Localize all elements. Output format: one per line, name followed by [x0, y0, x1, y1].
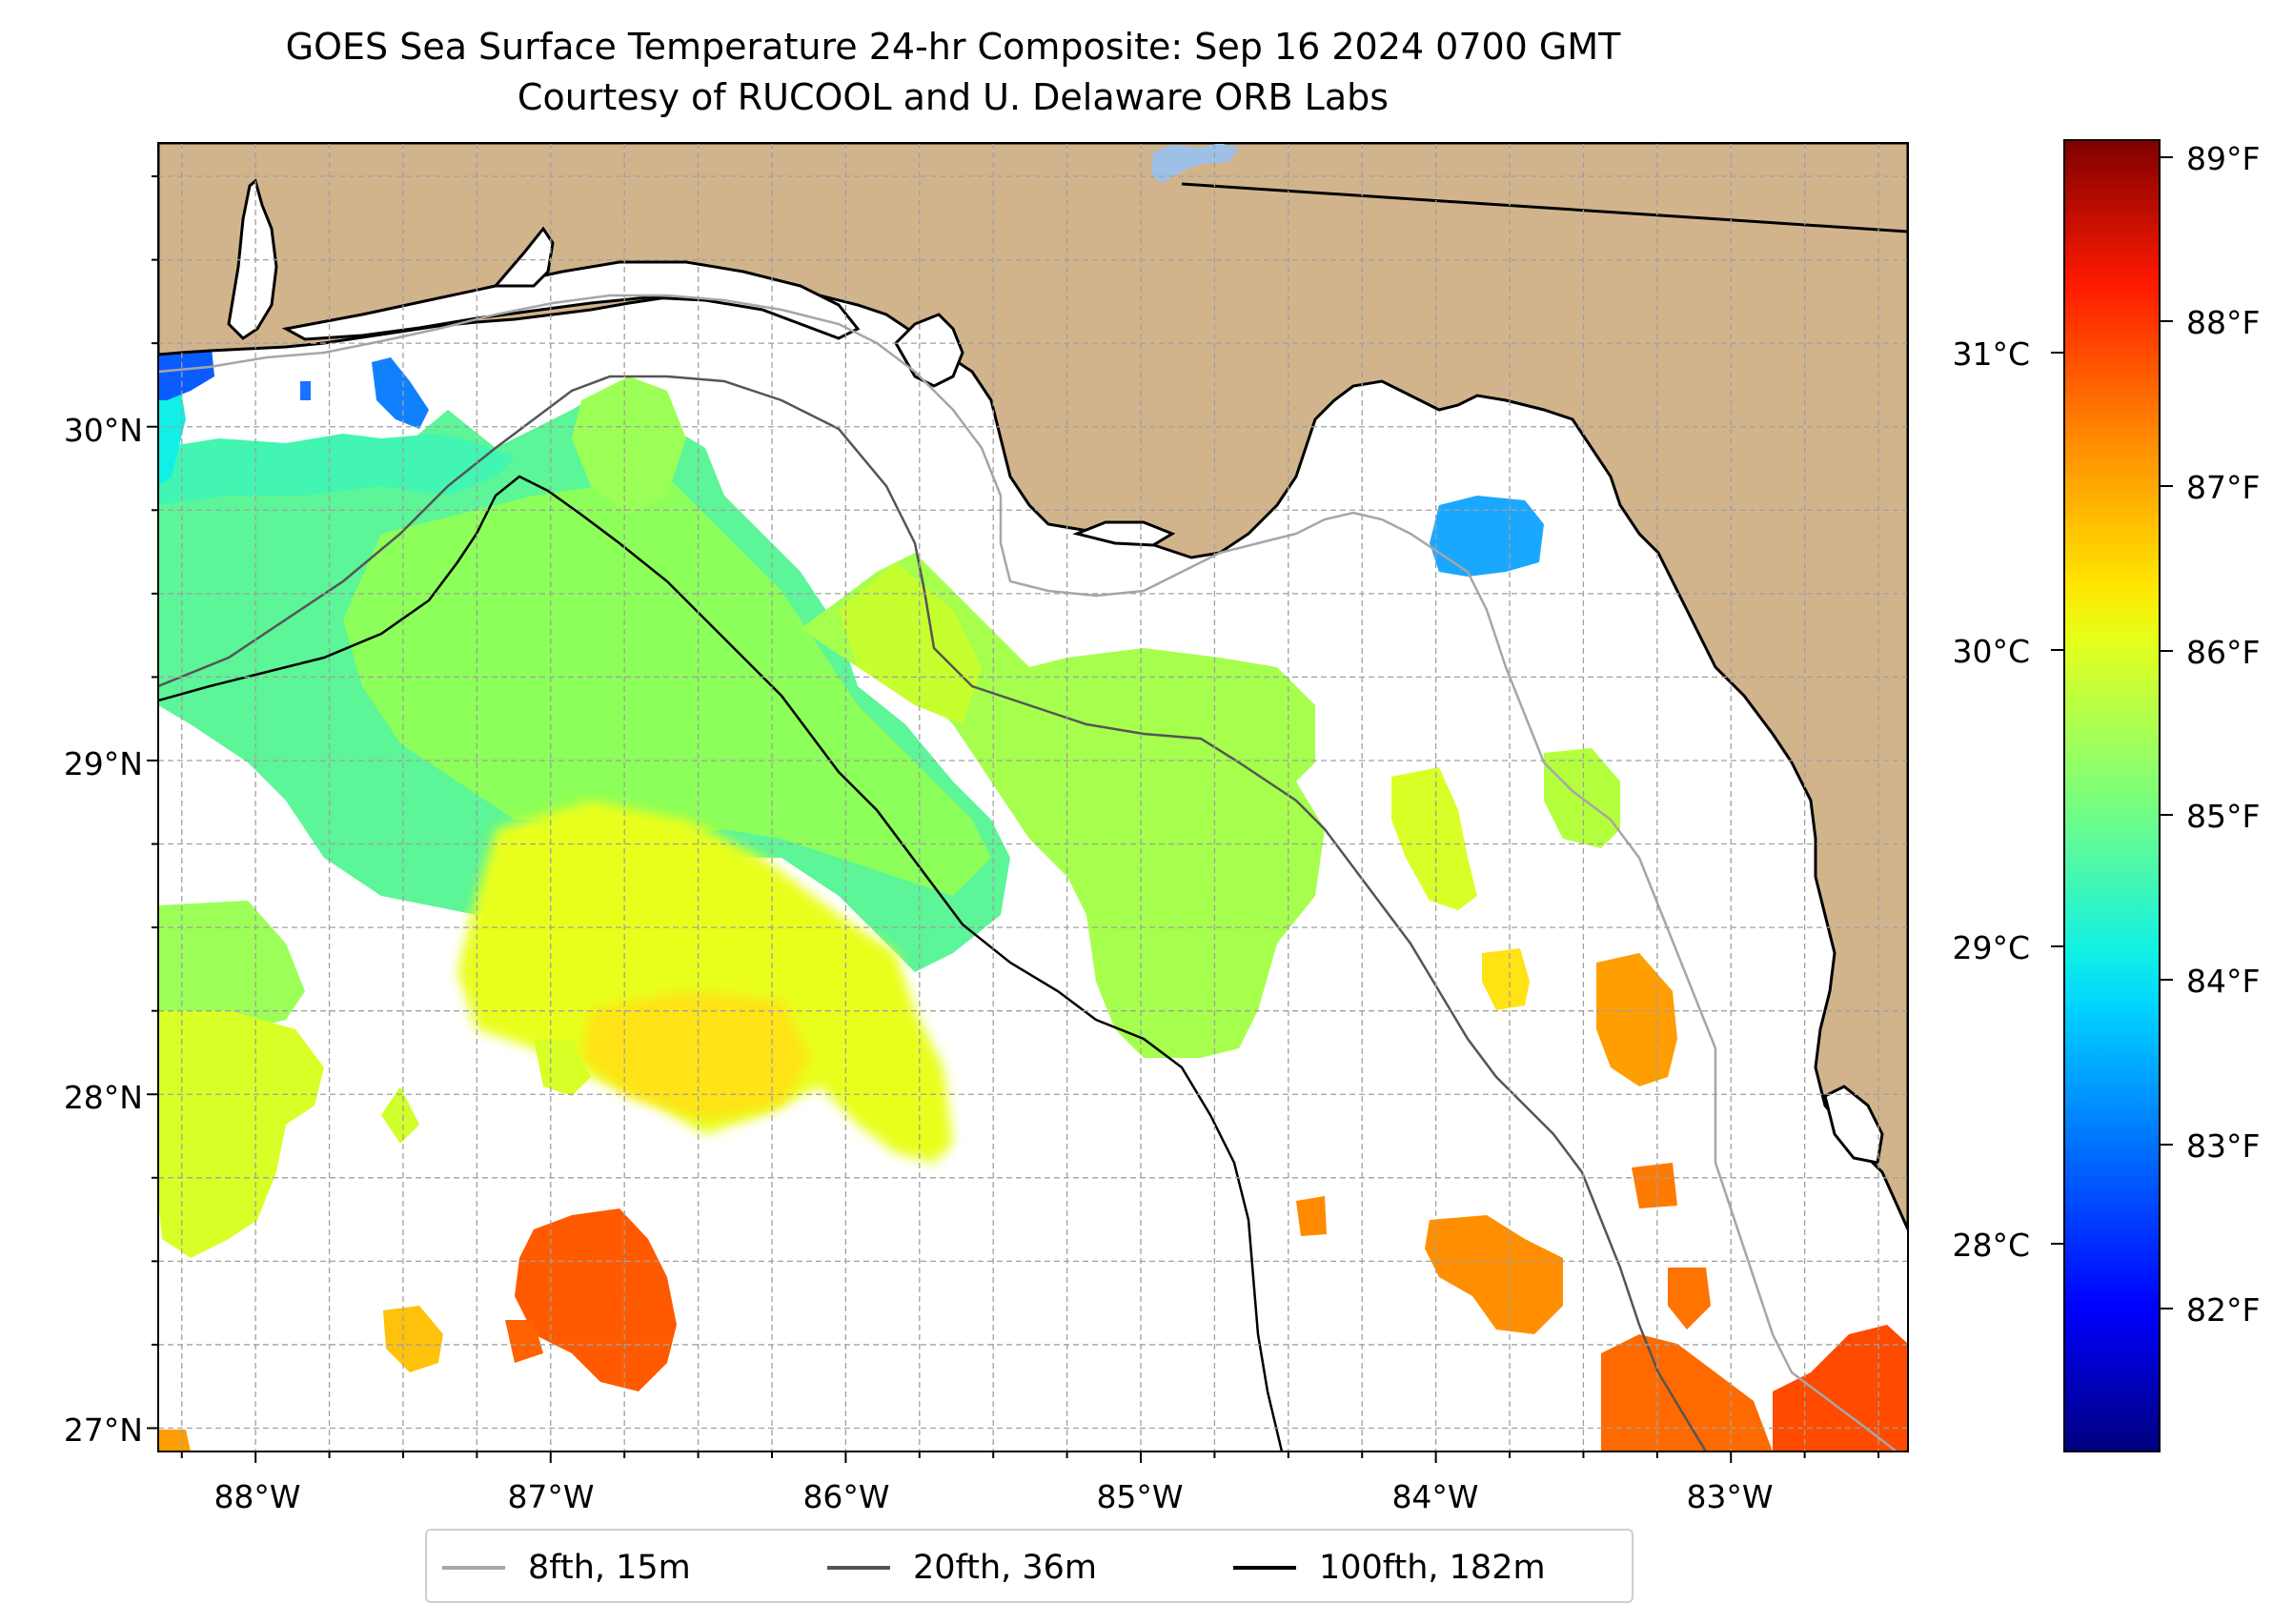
sst-patch-orange-small3 — [1668, 1268, 1711, 1330]
bathymetry-contours — [158, 294, 1897, 1451]
colorbar-f-label: 85°F — [2186, 798, 2260, 835]
sst-patch-orange-sw — [383, 1306, 443, 1372]
sst-patch-central-green — [343, 477, 991, 896]
map-title: GOES Sea Surface Temperature 24-hr Compo… — [285, 26, 1621, 68]
colorbar-f-label: 87°F — [2186, 469, 2260, 506]
sst-patch-red-south-small — [505, 1320, 543, 1363]
lake-blue — [1151, 143, 1239, 183]
map-frame — [157, 142, 1909, 1452]
x-tick-labels: 88°W 87°W 86°W 85°W 84°W 83°W — [213, 1478, 1773, 1515]
x-tick-label: 84°W — [1391, 1478, 1478, 1515]
sst-patch-orange-east2 — [1425, 1215, 1563, 1334]
axis-ticks — [147, 175, 1880, 1463]
sst-patch-red-southeast — [1773, 1325, 1908, 1451]
legend-swatch — [827, 1566, 890, 1570]
contour-100fth — [158, 475, 1284, 1451]
colorbar-f-label: 82°F — [2186, 1291, 2260, 1329]
colorbar-f-label: 86°F — [2186, 634, 2260, 671]
y-tick-labels: 30°N 29°N 28°N 27°N — [64, 412, 143, 1449]
water-inlet-bay — [227, 178, 278, 340]
x-tick-label: 86°W — [802, 1478, 889, 1515]
sst-patch-east-yellow1 — [1391, 767, 1477, 910]
y-tick-label: 30°N — [64, 412, 143, 449]
legend-swatch — [1233, 1566, 1296, 1570]
sst-patch-yellow-hot — [581, 991, 810, 1120]
x-tick-label: 88°W — [213, 1478, 300, 1515]
legend-label: 100fth, 182m — [1319, 1549, 1546, 1587]
colorbar-c-label: 28°C — [1952, 1227, 2030, 1264]
sst-patch-blue-small2 — [372, 357, 429, 429]
sst-patch-orange-southeast — [1601, 1334, 1773, 1451]
legend-swatch — [442, 1566, 505, 1570]
legend-label: 8fth, 15m — [528, 1549, 691, 1587]
sst-patch-yellow-sw2 — [534, 1039, 591, 1096]
sst-patch-yellow-small — [381, 1086, 419, 1144]
sst-patch-nw-cyan — [158, 434, 515, 505]
x-tick-label: 83°W — [1686, 1478, 1773, 1515]
contour-8fth — [158, 294, 1897, 1451]
contour-legend: 8fth, 15m 20fth, 36m 100fth, 182m — [425, 1529, 1634, 1603]
colorbar: 89°F 88°F 87°F 86°F 85°F 84°F 83°F 82°F … — [1952, 139, 2260, 1452]
colorbar-c-label: 29°C — [1952, 929, 2030, 966]
gridlines — [158, 143, 1908, 1451]
legend-item-20fth: 20fth, 36m — [827, 1531, 1097, 1605]
colorbar-c-label: 31°C — [1952, 335, 2030, 373]
state-boundary-line — [1181, 182, 1908, 233]
legend-item-100fth: 100fth, 182m — [1233, 1531, 1546, 1605]
sst-patch-orange-corner — [158, 1430, 191, 1451]
x-tick-label: 85°W — [1096, 1478, 1183, 1515]
colorbar-c-label: 30°C — [1952, 633, 2030, 670]
water-inlet-choctaw — [492, 226, 555, 288]
water-inlet-apalachicola — [1072, 520, 1176, 547]
colorbar-f-label: 88°F — [2186, 304, 2260, 341]
sst-patch-north-green — [572, 376, 686, 515]
contour-20fth — [158, 375, 1708, 1451]
sst-patch-orange-small2 — [1632, 1163, 1677, 1208]
colorbar-f-label: 84°F — [2186, 963, 2260, 1000]
legend-item-8fth: 8fth, 15m — [442, 1531, 691, 1605]
y-tick-label: 29°N — [64, 745, 143, 782]
colorbar-f-label: 83°F — [2186, 1127, 2260, 1165]
colorbar-f-label: 89°F — [2186, 140, 2260, 177]
sst-patch-southwest-yellow — [158, 1010, 324, 1258]
sst-patch-orange-small1 — [1296, 1196, 1327, 1236]
legend-label: 20fth, 36m — [913, 1549, 1098, 1587]
sst-patch-red-south — [515, 1208, 677, 1391]
sst-data-layer — [158, 295, 1908, 1451]
sst-patch-east-yellowgreen — [839, 562, 982, 724]
x-tick-label: 87°W — [507, 1478, 594, 1515]
map-subtitle: Courtesy of RUCOOL and U. Delaware ORB L… — [517, 76, 1390, 118]
sst-patch-nw-cyan-blob — [158, 391, 186, 486]
land-northern-gulf-coast — [158, 143, 1908, 1230]
colorbar-gradient — [2063, 139, 2161, 1452]
sst-patch-blue-small1 — [300, 381, 311, 400]
water-inlet-tampa — [1823, 1085, 1884, 1165]
y-tick-label: 28°N — [64, 1079, 143, 1116]
sst-patch-east-yellow2 — [1482, 948, 1530, 1010]
y-tick-label: 27°N — [64, 1411, 143, 1449]
sst-patch-southwest-green — [158, 901, 305, 1029]
sst-patch-blue-east — [1430, 496, 1544, 577]
